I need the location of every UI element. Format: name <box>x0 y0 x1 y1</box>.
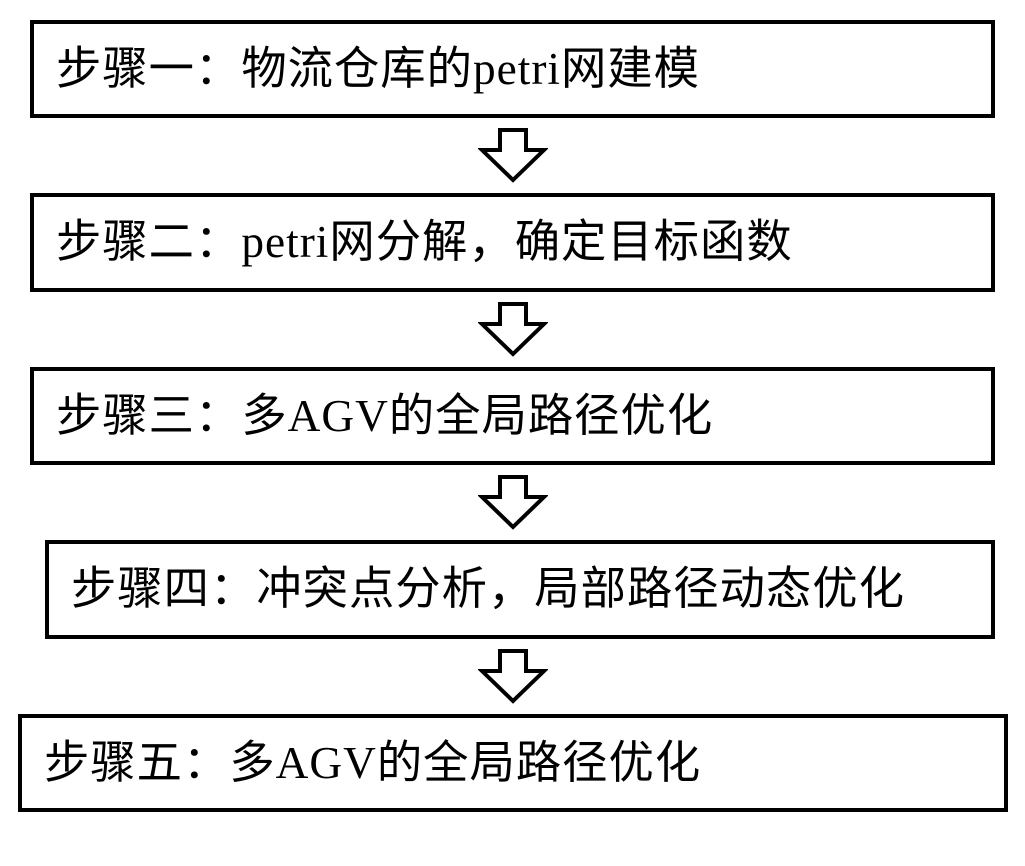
arrow-2 <box>0 302 1025 357</box>
step-label: 步骤二：petri网分解，确定目标函数 <box>56 217 793 267</box>
step-box-1: 步骤一：物流仓库的petri网建模 <box>30 20 995 118</box>
step-box-2: 步骤二：petri网分解，确定目标函数 <box>30 193 995 291</box>
down-arrow-icon <box>478 475 548 530</box>
arrow-4 <box>0 649 1025 704</box>
flowchart-container: 步骤一：物流仓库的petri网建模 步骤二：petri网分解，确定目标函数 步骤… <box>0 0 1025 866</box>
down-arrow-icon <box>478 649 548 704</box>
step-label: 步骤四：冲突点分析，局部路径动态优化 <box>71 564 905 614</box>
step-box-3: 步骤三：多AGV的全局路径优化 <box>30 367 995 465</box>
step-box-4: 步骤四：冲突点分析，局部路径动态优化 <box>45 540 995 638</box>
step-label: 步骤一：物流仓库的petri网建模 <box>56 44 700 94</box>
arrow-3 <box>0 475 1025 530</box>
step-label: 步骤三：多AGV的全局路径优化 <box>56 391 713 441</box>
arrow-1 <box>0 128 1025 183</box>
down-arrow-icon <box>478 128 548 183</box>
step-label: 步骤五：多AGV的全局路径优化 <box>44 738 701 788</box>
down-arrow-icon <box>478 302 548 357</box>
step-box-5: 步骤五：多AGV的全局路径优化 <box>18 714 1008 812</box>
